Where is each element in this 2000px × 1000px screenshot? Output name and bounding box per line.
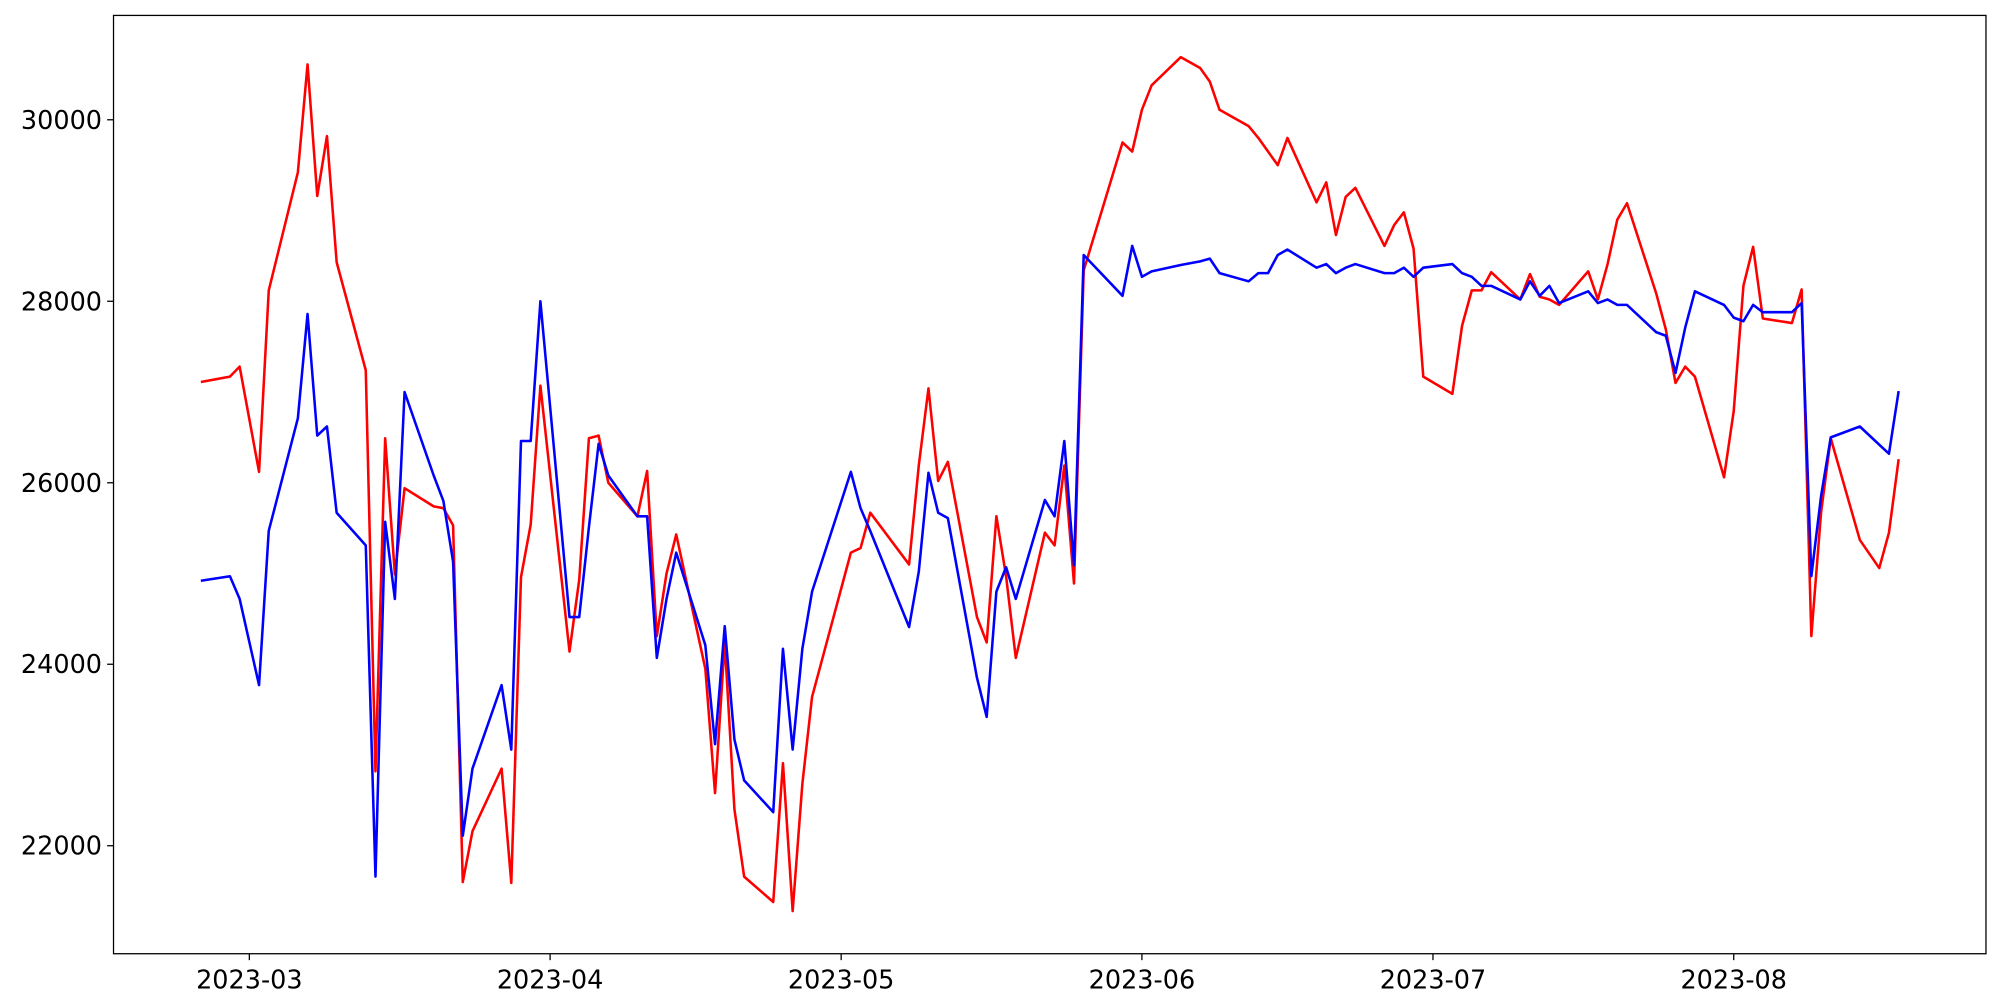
x-tick-label: 2023-08: [1680, 965, 1787, 995]
plot-frame: [112, 14, 1987, 955]
x-tick-label: 2023-04: [497, 965, 604, 995]
series-line: [200, 55, 1900, 913]
series-line: [200, 244, 1900, 878]
y-tick-label: 24000: [21, 650, 102, 680]
y-tick-label: 22000: [21, 832, 102, 862]
x-tick-label: 2023-05: [788, 965, 895, 995]
x-tick-label: 2023-03: [196, 965, 303, 995]
x-tick-label: 2023-06: [1089, 965, 1196, 995]
y-tick-label: 28000: [21, 287, 102, 317]
x-tick-label: 2023-07: [1380, 965, 1487, 995]
y-tick-label: 30000: [21, 106, 102, 136]
y-tick-label: 26000: [21, 469, 102, 499]
